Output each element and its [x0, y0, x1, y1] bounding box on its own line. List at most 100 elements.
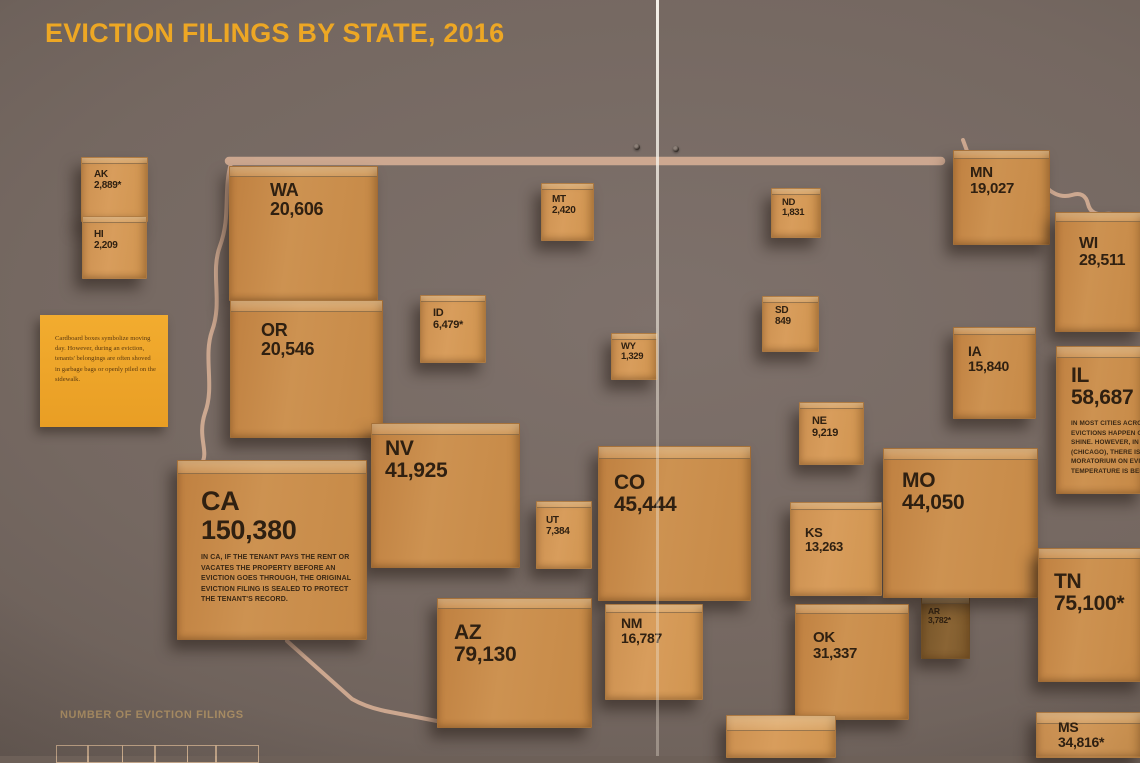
caption-card: Cardboard boxes symbolize moving day. Ho…	[40, 315, 168, 427]
state-box-ok: OK 31,337	[795, 604, 909, 720]
box-top-face	[542, 184, 593, 190]
state-label: NV 41,925	[385, 437, 448, 483]
state-abbr: MO	[902, 469, 936, 492]
state-label: IL 58,687	[1071, 364, 1134, 410]
state-label: AK 2,889*	[94, 169, 121, 191]
state-value: 16,787	[621, 629, 663, 646]
box-top-face	[1057, 347, 1140, 358]
state-box-wa: WA 20,606	[229, 166, 378, 301]
state-box-hi: HI 2,209	[82, 216, 147, 279]
state-value: 6,479*	[433, 318, 464, 331]
state-label: CA 150,380	[201, 487, 297, 545]
state-abbr: NE	[812, 415, 827, 427]
state-abbr: MS	[1058, 719, 1079, 735]
state-value: 79,130	[454, 643, 517, 667]
legend-scale-cell	[55, 745, 89, 763]
state-abbr: UT	[546, 515, 559, 526]
state-value: 15,840	[968, 357, 1010, 374]
state-box-ia: IA 15,840	[953, 327, 1036, 419]
state-abbr: WA	[270, 180, 299, 200]
state-abbr: CO	[614, 471, 645, 494]
state-abbr: MT	[552, 194, 566, 205]
state-box-ms: MS 34,816*	[1036, 712, 1140, 758]
legend-scale	[55, 745, 259, 763]
caption-card-text: Cardboard boxes symbolize moving day. Ho…	[55, 335, 156, 383]
box-top-face	[178, 461, 366, 474]
state-label: MS 34,816*	[1058, 720, 1104, 750]
box-top-face	[537, 502, 591, 508]
state-value: 13,263	[805, 538, 843, 554]
state-value: 31,337	[813, 645, 858, 663]
state-value: 1,329	[621, 351, 644, 363]
state-box-ut: UT 7,384	[536, 501, 592, 569]
state-abbr: MN	[970, 164, 993, 181]
state-abbr: AR	[928, 606, 940, 616]
state-abbr: IA	[968, 343, 982, 359]
legend-scale-cell	[215, 745, 259, 763]
state-value: 28,511	[1079, 252, 1126, 270]
state-label: HI 2,209	[94, 229, 118, 251]
state-box-tn: TN 75,100*	[1038, 548, 1140, 682]
state-label: AR 3,782*	[928, 606, 951, 626]
box-top-face	[772, 189, 820, 195]
state-label: CO 45,444	[614, 471, 677, 517]
state-value: 7,384	[546, 525, 570, 537]
state-note: IN MOST CITIES ACROSS EVICTIONS HAPPEN C…	[1071, 420, 1140, 476]
box-top-face	[922, 598, 969, 604]
state-box-nv: NV 41,925	[371, 423, 520, 568]
state-abbr: NV	[385, 437, 414, 460]
legend-title: NUMBER OF EVICTION FILINGS	[60, 709, 244, 721]
map-west-coast-line	[200, 161, 233, 465]
state-box-sd: SD 849	[762, 296, 819, 352]
state-label: NE 9,219	[812, 415, 838, 440]
state-note: IN CA, IF THE TENANT PAYS THE RENT OR VA…	[201, 554, 351, 603]
box-top-face	[612, 334, 657, 340]
state-value: 1,831	[782, 207, 805, 219]
box-top-face	[421, 296, 485, 302]
box-top-face	[82, 158, 147, 164]
box-top-face	[438, 599, 591, 609]
box-top-face	[231, 301, 382, 312]
state-label: ID 6,479*	[433, 307, 464, 332]
state-box-ak: AK 2,889*	[81, 157, 148, 222]
state-abbr: IL	[1071, 364, 1090, 387]
state-label: AZ 79,130	[454, 621, 517, 667]
state-abbr: OK	[813, 629, 835, 646]
state-label: MT 2,420	[552, 194, 576, 216]
box-top-face	[884, 449, 1037, 460]
box-top-face	[230, 167, 377, 177]
wall-screw-icon	[634, 144, 640, 150]
box-top-face	[606, 605, 702, 613]
state-value: 20,546	[261, 339, 315, 360]
state-box-co: CO 45,444	[598, 446, 751, 601]
state-abbr: WI	[1079, 235, 1098, 252]
exhibit-title: EVICTION FILINGS BY STATE, 2016	[45, 18, 505, 48]
state-value: 150,380	[201, 514, 297, 545]
state-label: OR 20,546	[261, 320, 315, 360]
state-label: WY 1,329	[621, 341, 644, 363]
state-value: 19,027	[970, 180, 1015, 198]
state-label: UT 7,384	[546, 515, 570, 537]
state-label: OK 31,337	[813, 629, 858, 663]
legend-scale-cell	[186, 745, 217, 763]
box-top-face	[954, 328, 1035, 335]
wall-panel-seam	[656, 0, 659, 756]
state-box-ks: KS 13,263	[790, 502, 882, 596]
state-box-az: AZ 79,130	[437, 598, 592, 728]
legend-scale-cell	[121, 745, 156, 763]
box-top-face	[599, 447, 750, 459]
box-top-face	[796, 605, 908, 614]
box-top-face	[83, 217, 146, 223]
state-box-mt: MT 2,420	[541, 183, 594, 241]
state-value: 58,687	[1071, 386, 1134, 410]
state-value: 41,925	[385, 459, 448, 483]
state-label: IA 15,840	[968, 344, 1009, 374]
map-southwest-border-line	[285, 639, 439, 723]
wall-screw-icon	[673, 146, 679, 152]
state-abbr: WY	[621, 341, 636, 352]
state-box-ar: AR 3,782*	[921, 597, 970, 659]
map-lake-of-the-woods-line	[961, 138, 969, 153]
state-box-mn: MN 19,027	[953, 150, 1050, 245]
state-value: 3,782*	[928, 615, 951, 626]
state-value: 75,100*	[1054, 592, 1125, 616]
